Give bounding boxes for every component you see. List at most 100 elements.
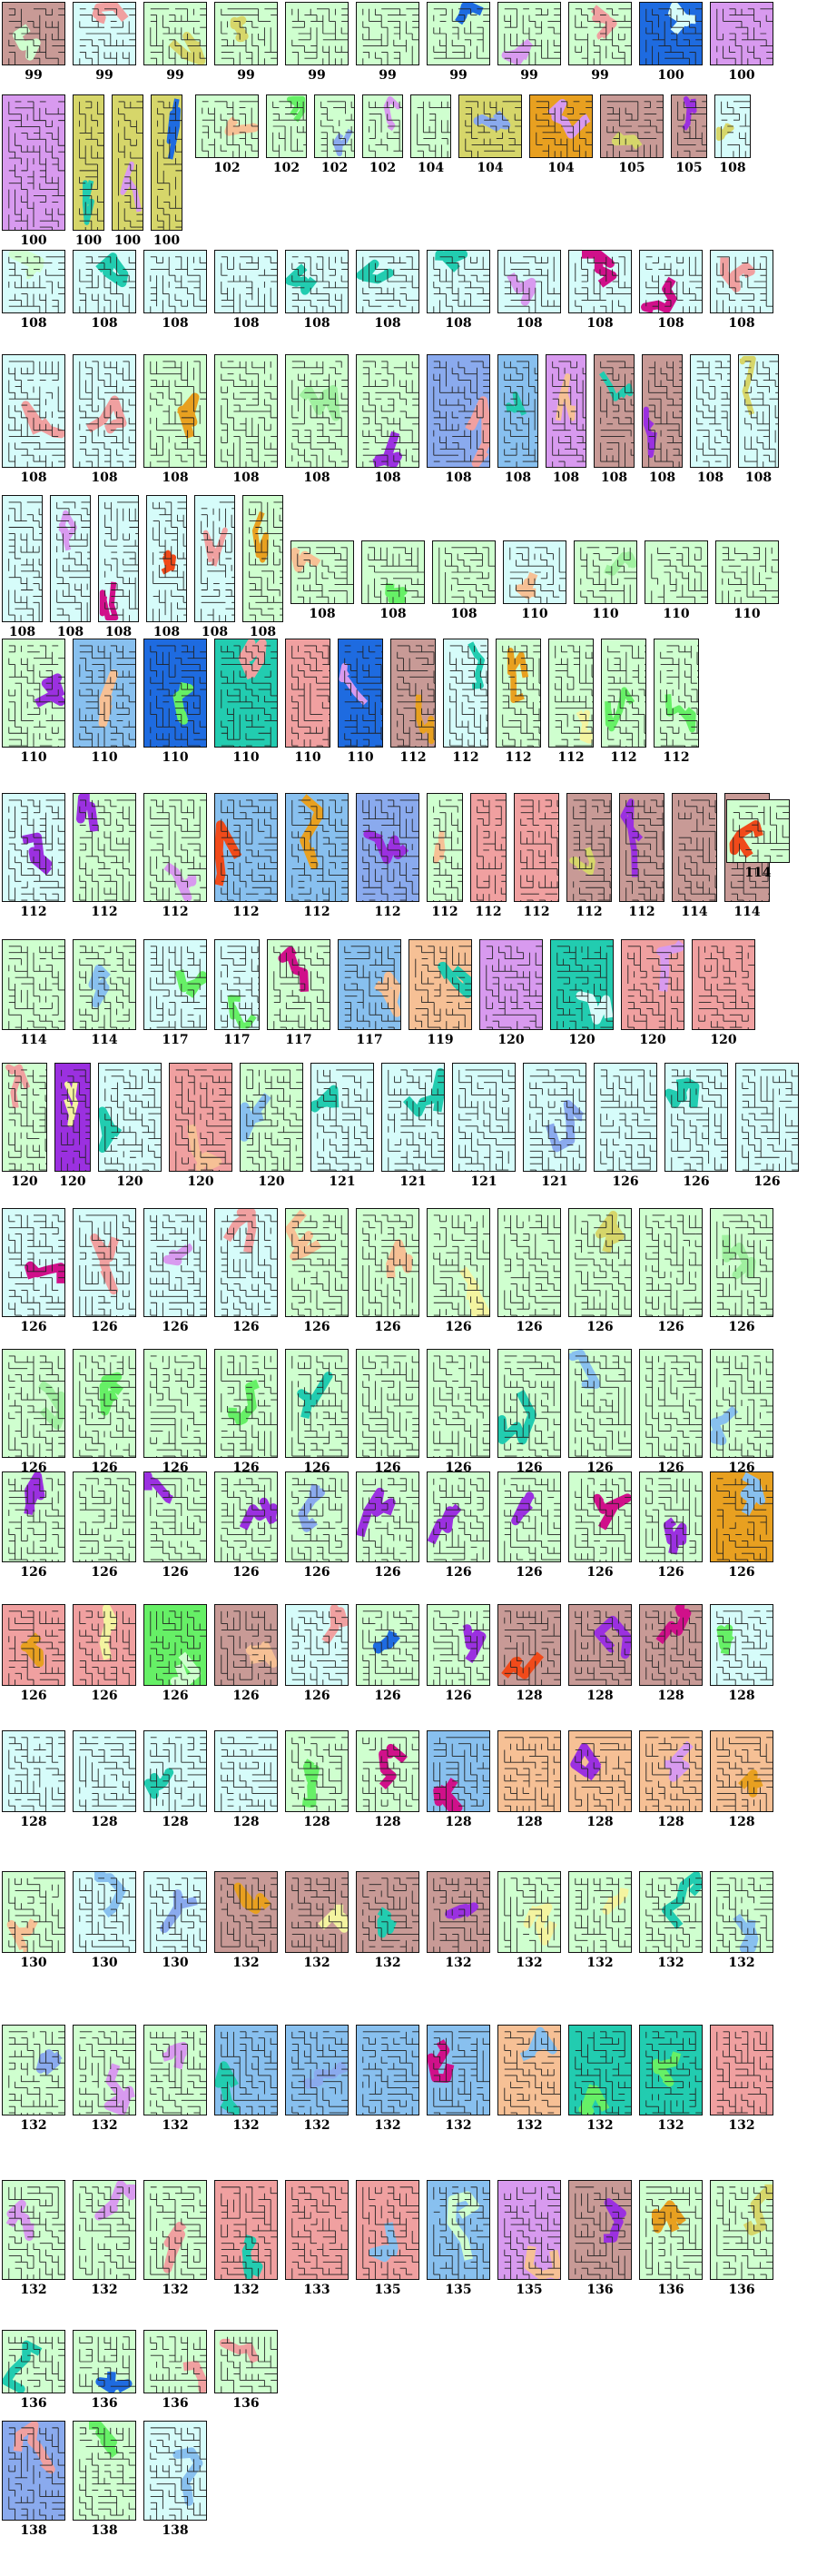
maze-tile [310,1063,374,1172]
tile-area-label: 105 [618,161,645,175]
maze-tile [143,639,207,748]
maze-tile [98,1063,162,1172]
maze-tile [2,495,43,622]
maze-tile [642,354,683,468]
maze-tile [356,250,419,313]
tile-area-label: 132 [162,2118,189,2133]
maze-tile [427,354,490,468]
tile-area-label: 126 [374,1320,401,1334]
maze-tile [639,2180,703,2280]
maze-tile [710,1604,773,1686]
tile-area-label: 132 [728,1956,755,1970]
maze-tile [73,1730,136,1812]
tile-area-label: 120 [497,1033,525,1047]
tile-area-label: 120 [11,1174,38,1189]
tile-area-label: 100 [153,233,181,248]
maze-tile [2,939,65,1030]
maze-tile [356,2,419,65]
tile-area-label: 135 [516,2283,543,2297]
tile-area-label: 114 [91,1033,118,1047]
tile-area-label: 120 [639,1033,666,1047]
tile-area-label: 112 [576,905,603,919]
maze-tile [73,2330,136,2393]
maze-tile [710,1349,773,1458]
tile-area-label: 108 [91,471,118,485]
maze-tile [338,639,383,748]
maze-tile [214,1871,278,1953]
tile-area-label: 128 [516,1689,543,1703]
tile-area-label: 108 [249,625,277,639]
tile-area-label: 138 [162,2523,189,2538]
maze-tile [214,1604,278,1686]
tile-area-label: 108 [600,471,628,485]
maze-tile [214,354,278,468]
tile-area-label: 120 [59,1174,86,1189]
tile-area-label: 126 [445,1565,472,1580]
maze-tile [497,1871,561,1953]
tile-area-label: 108 [232,471,260,485]
maze-tile [514,793,559,902]
maze-tile [98,495,139,622]
tile-area-label: 126 [445,1320,472,1334]
tile-area-label: 108 [20,471,47,485]
maze-tile [427,250,490,313]
maze-tile [710,2180,773,2280]
tile-area-label: 112 [91,905,118,919]
tile-area-label: 132 [91,2283,118,2297]
maze-tile [443,639,488,748]
tile-area-label: 117 [223,1033,251,1047]
maze-tile [621,939,684,1030]
tile-area-label: 100 [657,68,684,83]
tile-area-label: 108 [728,316,755,331]
tile-area-label: 99 [166,68,184,83]
maze-tile [73,1471,136,1562]
maze-tile [645,540,708,604]
maze-tile [639,1604,703,1686]
maze-tile [356,1730,419,1812]
maze-tile [503,540,566,604]
maze-tile [2,1349,65,1458]
maze-tile [639,2,703,65]
maze-tile [143,1349,207,1458]
maze-tile [146,495,187,622]
tile-area-label: 112 [162,905,189,919]
tile-area-label: 126 [657,1320,684,1334]
tile-area-label: 132 [445,2118,472,2133]
maze-tile [408,939,472,1030]
tile-area-label: 100 [113,233,142,248]
tile-area-label: 117 [356,1033,383,1047]
tile-area-label: 126 [232,1320,260,1334]
maze-tile [2,2330,65,2393]
maze-tile [214,2,278,65]
tile-area-label: 121 [541,1174,568,1189]
tile-area-label: 110 [592,607,619,621]
tile-area-label: 132 [303,2118,330,2133]
maze-tile [639,1871,703,1953]
tile-area-label: 110 [733,607,761,621]
maze-tile [2,1604,65,1686]
maze-tile [2,1730,65,1812]
maze-tile [285,1871,349,1953]
tile-area-label: 112 [505,750,532,765]
tile-area-label: 104 [417,161,445,175]
maze-tile [601,639,646,748]
tile-area-label: 110 [347,750,374,765]
maze-tile [479,939,543,1030]
tile-area-label: 132 [232,2118,260,2133]
tile-area-label: 128 [91,1815,118,1829]
maze-tile [639,1730,703,1812]
tile-area-label: 132 [374,1956,401,1970]
maze-tile [432,540,496,604]
tile-area-label: 108 [445,471,472,485]
maze-tile [410,94,451,158]
maze-tile [143,2,207,65]
tile-area-label: 99 [308,68,326,83]
maze-tile [214,250,278,313]
tile-area-label: 126 [683,1174,710,1189]
tile-area-label: 126 [232,1565,260,1580]
tile-area-label: 119 [427,1033,454,1047]
tile-area-label: 120 [187,1174,214,1189]
maze-tile [2,793,65,902]
maze-tile [715,540,779,604]
maze-tile [427,1471,490,1562]
